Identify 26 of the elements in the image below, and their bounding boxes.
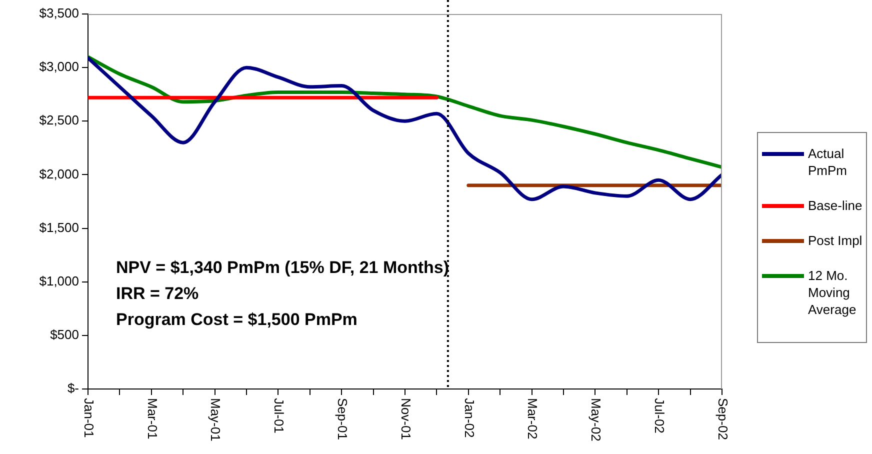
- x-tick-label: Jul-01: [272, 398, 287, 434]
- annotation: NPV = $1,340 PmPm (15% DF, 21 Months): [116, 258, 450, 277]
- x-tick-label: May-02: [588, 398, 604, 442]
- legend-label: 12 Mo. Moving Average: [808, 267, 858, 318]
- y-tick-label: $2,000: [39, 166, 79, 182]
- annotation: IRR = 72%: [116, 284, 199, 303]
- y-tick-label: $-: [67, 380, 79, 396]
- x-tick-label: Jan-01: [81, 398, 96, 438]
- y-tick-label: $1,000: [39, 273, 79, 288]
- x-tick-label: Mar-02: [525, 398, 540, 440]
- x-tick-label: Sep-02: [715, 398, 730, 440]
- x-tick-label: Sep-01: [335, 398, 350, 440]
- y-tick-label: $2,500: [39, 112, 79, 128]
- x-tick-label: Jan-02: [462, 398, 477, 438]
- annotation: Program Cost = $1,500 PmPm: [116, 310, 358, 329]
- y-tick-label: $500: [50, 327, 79, 342]
- y-tick-label: $1,500: [39, 220, 79, 235]
- x-tick-label: Mar-01: [144, 398, 160, 440]
- y-tick-label: $3,000: [39, 59, 79, 74]
- y-tick-label: $3,500: [39, 6, 79, 21]
- x-tick-label: Nov-01: [398, 398, 414, 440]
- legend-label: Base-line: [808, 197, 862, 214]
- x-tick-label: May-01: [208, 398, 224, 442]
- legend-label: Post Impl: [808, 232, 862, 249]
- legend-label: Actual PmPm: [808, 145, 848, 179]
- x-tick-label: Jul-02: [652, 398, 668, 434]
